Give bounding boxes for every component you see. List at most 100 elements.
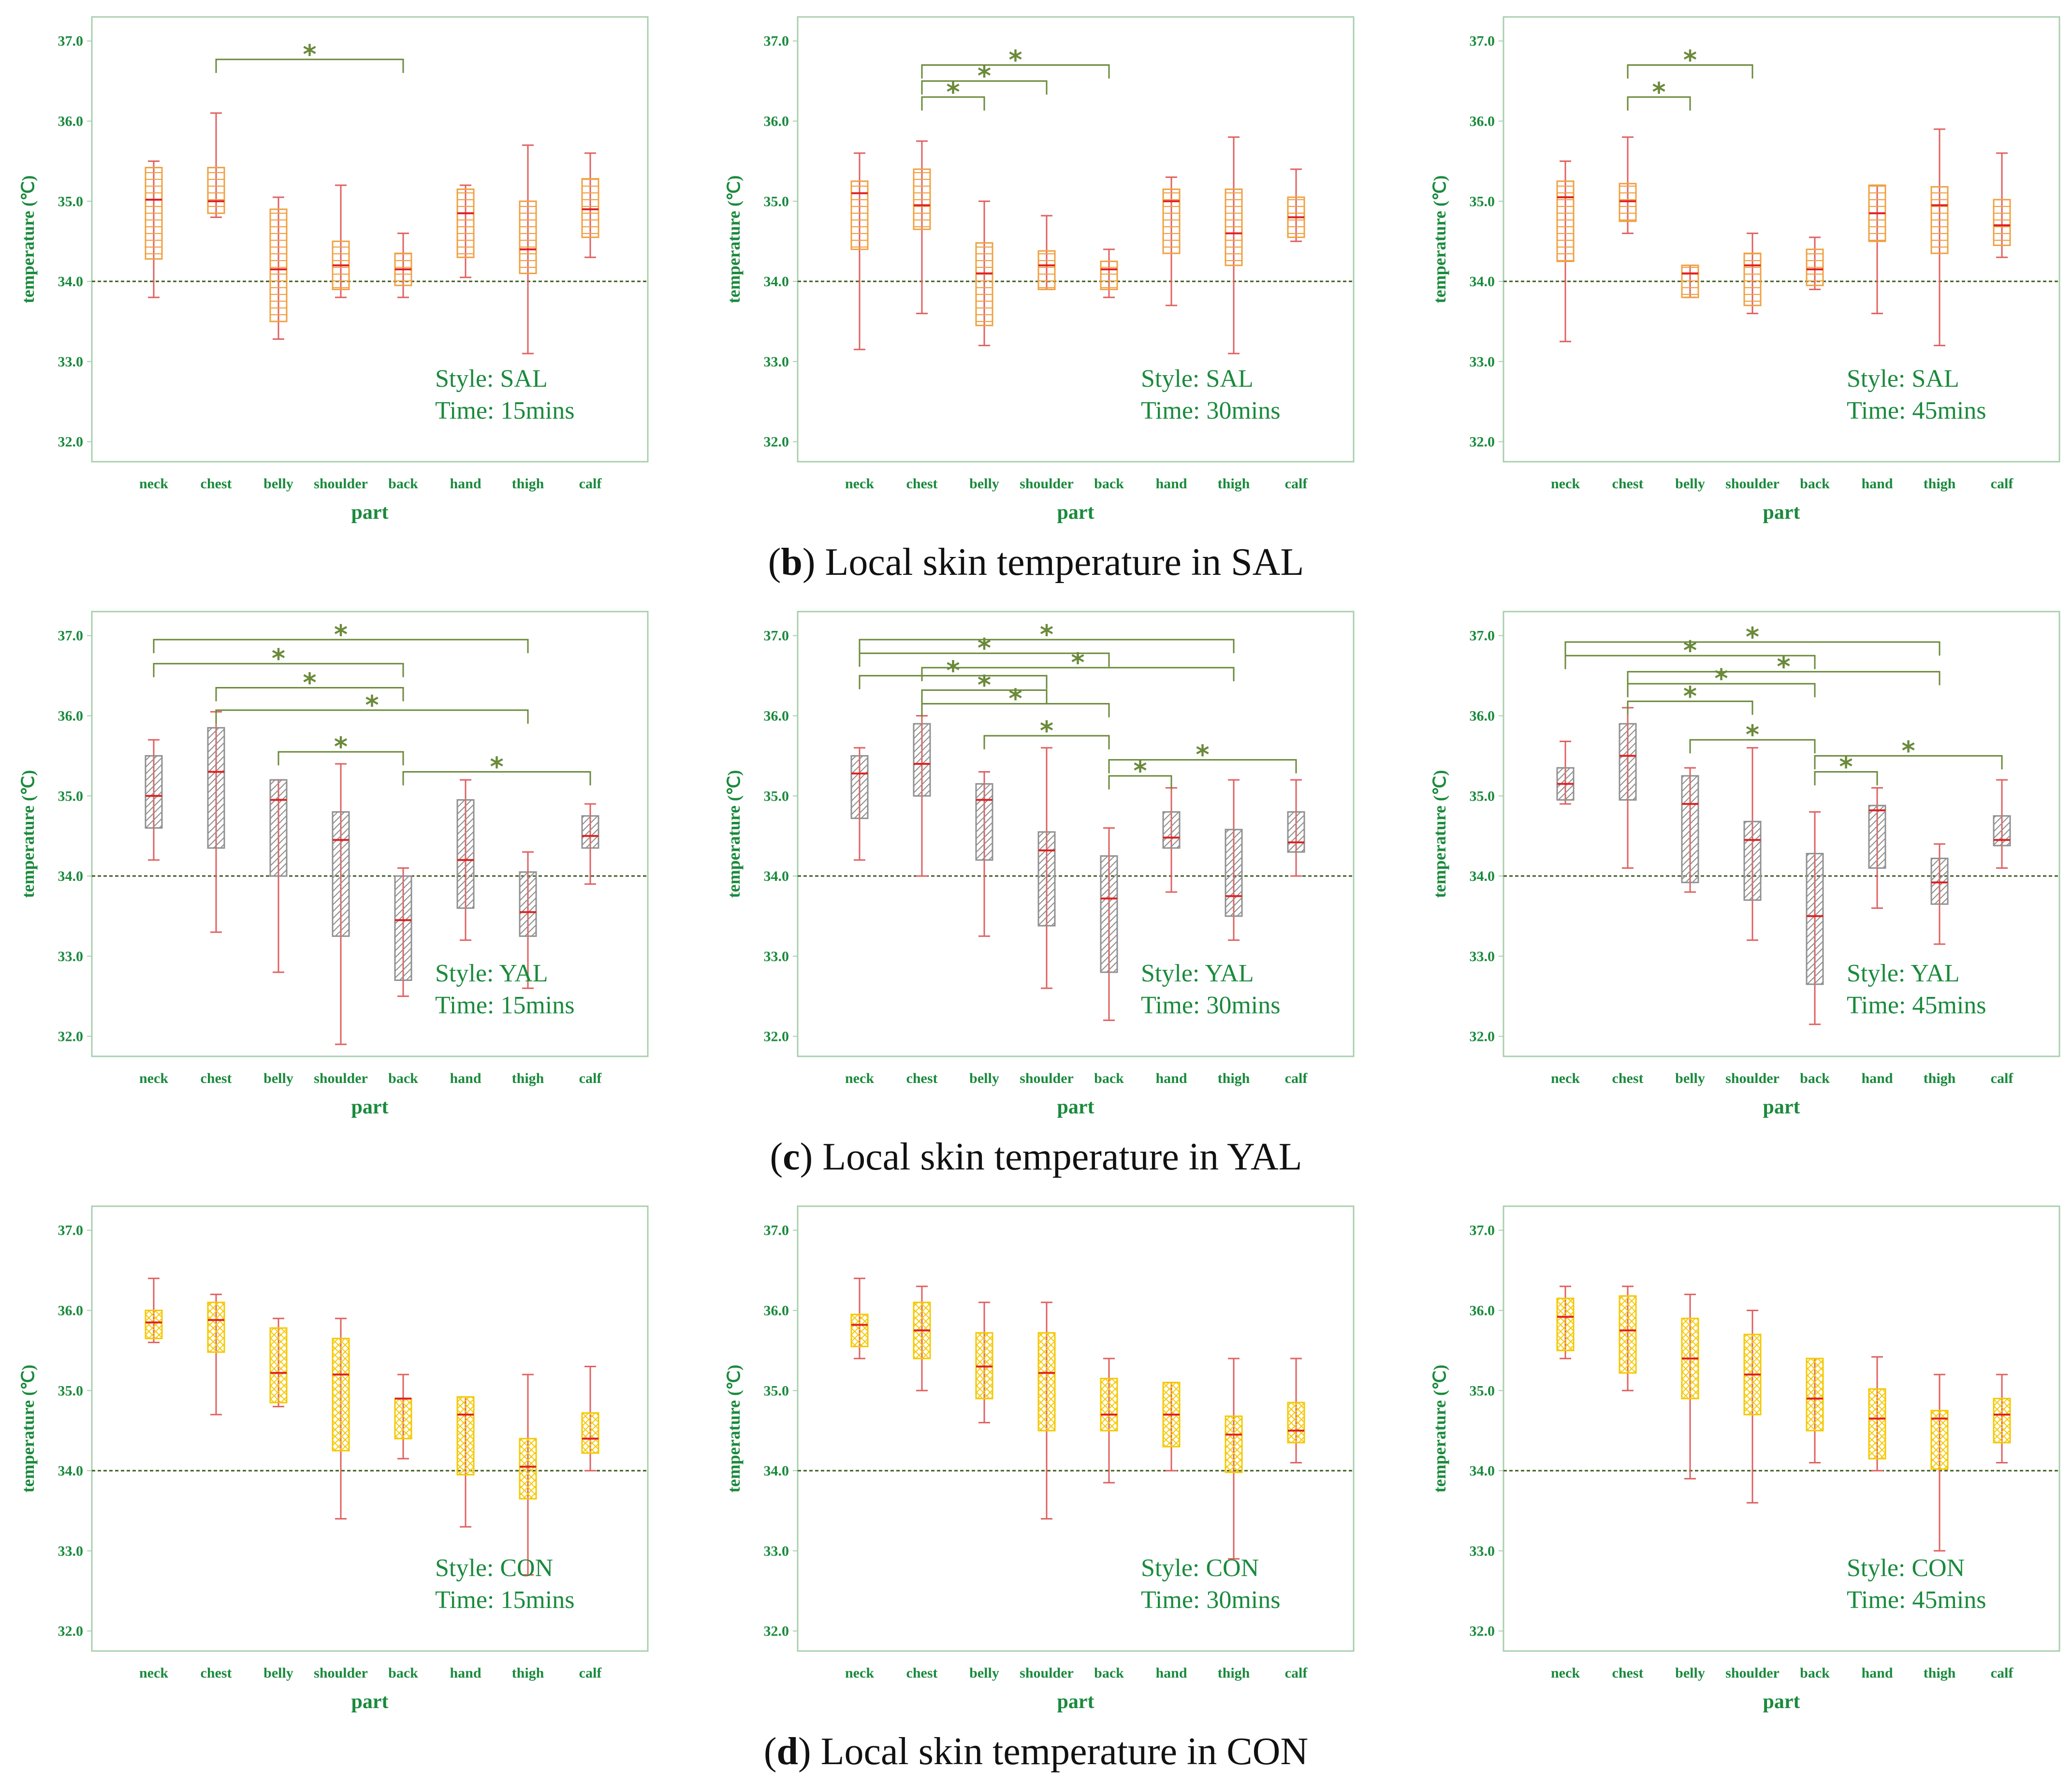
x-tick-label-belly: belly: [263, 1665, 293, 1681]
plot-frame: [1503, 1205, 2060, 1652]
significance-bracket: *: [1627, 44, 1753, 79]
box-body: [1287, 1402, 1305, 1444]
boxplot-svg: 37.0 36.0 35.0 34.0 33.0 32.0 temperature (℃) n…: [1430, 611, 2060, 1118]
bracket-line: [1108, 759, 1297, 774]
chart-panel-yal15: 37.0 36.0 35.0 34.0 33.0 32.0 temperature (℃) n…: [0, 595, 662, 1134]
x-tick-label-back: back: [388, 1665, 418, 1681]
x-tick-label-thigh: thigh: [1924, 1070, 1956, 1086]
y-tick-label: 34.0: [764, 274, 789, 290]
y-tick-label: 36.0: [58, 113, 84, 129]
caption-letter: b: [781, 541, 803, 584]
chart-panel-con30: 37.0 36.0 35.0 34.0 33.0 32.0 temperature (℃) n…: [706, 1189, 1368, 1728]
box-shoulder: [332, 1317, 350, 1520]
time-label: Time: 15mins: [435, 397, 575, 424]
caption-con: (d) Local skin temperature in CON: [763, 1730, 1309, 1773]
x-tick-label-shoulder: shoulder: [314, 1665, 368, 1681]
x-tick-label-hand: hand: [1861, 1665, 1893, 1681]
box-body: [581, 815, 599, 849]
box-body: [1930, 1410, 1949, 1470]
significance-star: *: [1652, 77, 1665, 107]
box-body: [145, 1309, 163, 1340]
chart-panel-con15: 37.0 36.0 35.0 34.0 33.0 32.0 temperature (℃) n…: [0, 1189, 662, 1728]
significance-star: *: [1746, 719, 1759, 750]
box-thigh: [519, 1374, 537, 1576]
x-tick-label-shoulder: shoulder: [1020, 1665, 1074, 1681]
x-tick-label-back: back: [1094, 1665, 1124, 1681]
box-body: [1619, 1295, 1637, 1374]
significance-bracket: *: [215, 39, 404, 73]
x-axis-label: part: [1057, 1096, 1094, 1118]
box-shoulder: [1743, 1309, 1762, 1504]
box-body: [145, 755, 163, 829]
bracket-line: [402, 771, 591, 786]
x-axis-label: part: [1763, 501, 1800, 524]
y-tick-label: 32.0: [58, 1029, 84, 1045]
y-axis-label: temperature (℃): [18, 1365, 38, 1493]
x-tick-label-thigh: thigh: [1218, 1070, 1250, 1086]
significance-bracket: *: [1627, 651, 1941, 686]
significance-bracket: *: [277, 731, 404, 766]
box-body: [269, 779, 288, 877]
caption-text: Local skin temperature in SAL: [825, 541, 1304, 584]
box-body: [1681, 775, 1699, 883]
x-tick-label-neck: neck: [845, 476, 874, 492]
caption-letter: d: [776, 1730, 798, 1773]
y-tick-label: 37.0: [764, 33, 789, 49]
x-tick-label-back: back: [388, 1070, 418, 1086]
box-body: [1806, 248, 1824, 286]
y-tick-label: 35.0: [764, 1383, 789, 1399]
y-tick-label: 34.0: [764, 1463, 789, 1479]
box-body: [394, 875, 412, 981]
y-tick-label: 34.0: [58, 1463, 84, 1479]
y-tick-label: 37.0: [58, 1223, 84, 1239]
x-axis-label: part: [351, 1096, 389, 1118]
box-body: [519, 200, 537, 274]
x-tick-label-calf: calf: [579, 1070, 602, 1086]
significance-star: *: [1040, 716, 1053, 746]
y-tick-label: 35.0: [58, 788, 84, 804]
y-tick-label: 33.0: [1470, 354, 1495, 370]
box-hand: [1162, 176, 1181, 307]
x-tick-label-thigh: thigh: [512, 1665, 544, 1681]
y-axis-label: temperature (℃): [724, 175, 744, 304]
bracket-line: [153, 639, 529, 654]
x-tick-label-thigh: thigh: [1924, 1665, 1956, 1681]
x-tick-label-chest: chest: [906, 1665, 938, 1681]
box-chest: [913, 715, 931, 877]
box-hand: [1868, 1356, 1886, 1472]
box-body: [394, 1398, 412, 1440]
significance-bracket: *: [1689, 719, 1816, 754]
y-tick-label: 36.0: [764, 708, 789, 724]
box-body: [850, 755, 869, 819]
x-tick-label-back: back: [1800, 1070, 1830, 1086]
significance-bracket: *: [402, 752, 591, 786]
x-tick-label-neck: neck: [1551, 1665, 1580, 1681]
x-tick-label-calf: calf: [1285, 476, 1308, 492]
significance-star: *: [1683, 681, 1697, 712]
y-tick-label: 34.0: [1470, 274, 1495, 290]
x-tick-label-back: back: [1094, 476, 1124, 492]
box-hand: [1162, 1382, 1181, 1472]
x-tick-label-belly: belly: [263, 1070, 293, 1086]
bracket-line: [983, 735, 1110, 749]
box-thigh: [519, 851, 537, 989]
style-label: Style: YAL: [1141, 960, 1254, 987]
y-tick-label: 34.0: [58, 868, 84, 884]
x-tick-label-neck: neck: [845, 1665, 874, 1681]
x-tick-label-back: back: [388, 476, 418, 492]
y-tick-label: 32.0: [764, 434, 789, 450]
box-hand: [456, 1396, 475, 1528]
box-back: [1806, 236, 1824, 291]
box-body: [1993, 815, 2011, 847]
x-tick-label-chest: chest: [1612, 1070, 1644, 1086]
box-body: [850, 1314, 869, 1347]
chart-panel-yal45: 37.0 36.0 35.0 34.0 33.0 32.0 temperature (℃) n…: [1412, 595, 2072, 1134]
significance-star: *: [1683, 44, 1697, 75]
x-tick-label-shoulder: shoulder: [1725, 1665, 1780, 1681]
bracket-line: [215, 687, 404, 702]
significance-bracket: *: [1564, 635, 1816, 670]
y-tick-label: 37.0: [1470, 33, 1495, 49]
significance-star: *: [1746, 622, 1759, 652]
box-body: [1930, 186, 1949, 254]
significance-bracket: *: [1108, 756, 1172, 789]
